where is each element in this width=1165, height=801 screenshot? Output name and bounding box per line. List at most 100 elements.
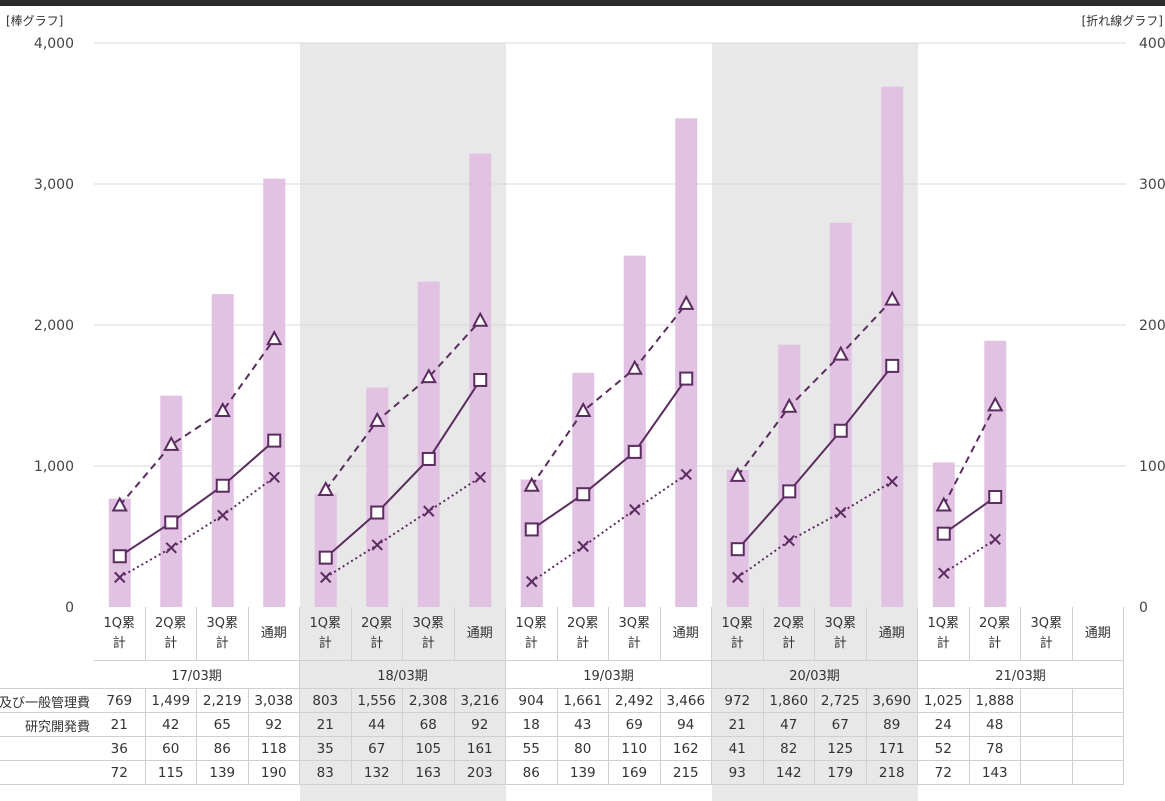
table-cell: 215: [661, 761, 712, 785]
category-label: 1Q累 計: [300, 607, 352, 661]
category-label: 3Q累 計: [1021, 607, 1073, 661]
table-cell: 2,308: [403, 689, 455, 713]
triangle-marker: [935, 496, 952, 512]
table-rule: [0, 712, 1124, 713]
table-cell: 47: [764, 713, 815, 737]
right-axis-title: [折れ線グラフ]: [1081, 14, 1163, 28]
table-cell: 769: [94, 689, 146, 713]
square-marker: [164, 515, 179, 530]
x-marker: [680, 468, 692, 481]
table-cell: 203: [455, 761, 506, 785]
square-marker: [112, 549, 127, 564]
series-line: [942, 404, 997, 506]
table-cell: 1,499: [146, 689, 197, 713]
table-cell: 94: [661, 713, 712, 737]
category-label: 2Q累 計: [970, 607, 1021, 661]
table-cell: 67: [815, 713, 867, 737]
triangle-marker: [626, 359, 643, 375]
table-cell: 163: [403, 761, 455, 785]
table-cell: 35: [300, 737, 352, 761]
x-marker: [835, 506, 847, 519]
square-marker: [473, 372, 488, 387]
x-marker: [371, 539, 383, 551]
triangle-marker: [729, 466, 746, 482]
triangle-marker: [523, 476, 540, 492]
table-cell: 110: [609, 737, 661, 761]
table-cell: 36: [94, 737, 146, 761]
table-cell: 2,492: [609, 689, 661, 713]
series-line: [531, 378, 688, 531]
bar: [778, 344, 801, 607]
triangle-marker: [472, 311, 489, 327]
left-tick-label: 1,000: [34, 459, 74, 475]
bar: [984, 340, 1007, 607]
table-cell: 89: [867, 713, 918, 737]
table-cell: 68: [403, 713, 455, 737]
table-row-label: [0, 761, 94, 785]
table-cell: 1,888: [970, 689, 1021, 713]
table-rule: [0, 784, 1124, 785]
category-label: 通期: [1073, 607, 1124, 661]
table-cell: 3,216: [455, 689, 506, 713]
table-cell: 972: [712, 689, 764, 713]
triangle-marker: [884, 290, 901, 306]
x-marker: [474, 471, 486, 483]
table-cell: 48: [970, 713, 1021, 737]
table-cell: 904: [506, 689, 558, 713]
table-cell: 21: [712, 713, 764, 737]
series-line: [118, 338, 276, 507]
table-cell: 218: [867, 761, 918, 785]
square-marker: [370, 505, 385, 520]
table-cell: 162: [661, 737, 712, 761]
table-cell: 21: [300, 713, 352, 737]
bar: [160, 395, 183, 607]
table-cell: 41: [712, 737, 764, 761]
triangle-marker: [111, 496, 128, 512]
series-line: [325, 379, 482, 559]
bar: [675, 118, 698, 607]
bar: [417, 281, 440, 607]
table-cell: 3,466: [661, 689, 712, 713]
table-cell: 1,661: [558, 689, 609, 713]
x-marker: [320, 571, 332, 584]
period-label: 18/03期: [300, 661, 506, 688]
square-marker: [576, 487, 591, 502]
table-cell: 803: [300, 689, 352, 713]
x-marker: [783, 535, 795, 547]
right-tick-label: 100: [1139, 459, 1165, 475]
x-marker: [732, 571, 744, 584]
table-rule: [0, 688, 1124, 689]
series-line: [530, 303, 688, 487]
x-marker: [526, 575, 538, 588]
left-axis-title: [棒グラフ]: [6, 14, 64, 28]
series-line: [736, 298, 893, 477]
table-cell: 21: [94, 713, 146, 737]
triangle-marker: [266, 330, 283, 346]
x-marker: [577, 540, 589, 553]
table-cell: 2,219: [197, 689, 249, 713]
table-cell: [1073, 713, 1124, 737]
table-cell: [1073, 761, 1124, 785]
table-cell: 92: [455, 713, 506, 737]
table-cell: [1073, 689, 1124, 713]
table-cell: 169: [609, 761, 661, 785]
triangle-marker: [987, 396, 1004, 412]
table-cell: 105: [403, 737, 455, 761]
table-cell: 43: [558, 713, 609, 737]
category-label: 通期: [249, 607, 300, 661]
bar: [520, 479, 543, 607]
series-line: [119, 476, 275, 579]
x-marker: [217, 509, 229, 522]
category-label: 1Q累 計: [712, 607, 764, 661]
table-cell: 171: [867, 737, 918, 761]
triangle-marker: [369, 411, 386, 427]
category-label: 通期: [867, 607, 918, 661]
period-label: 20/03期: [712, 661, 918, 688]
square-marker: [833, 423, 848, 438]
table-cell: 132: [352, 761, 403, 785]
series-line: [943, 496, 996, 535]
table-row-label: 販売費及び一般管理費: [0, 695, 90, 711]
category-label: 通期: [661, 607, 712, 661]
table-cell: 24: [918, 713, 970, 737]
